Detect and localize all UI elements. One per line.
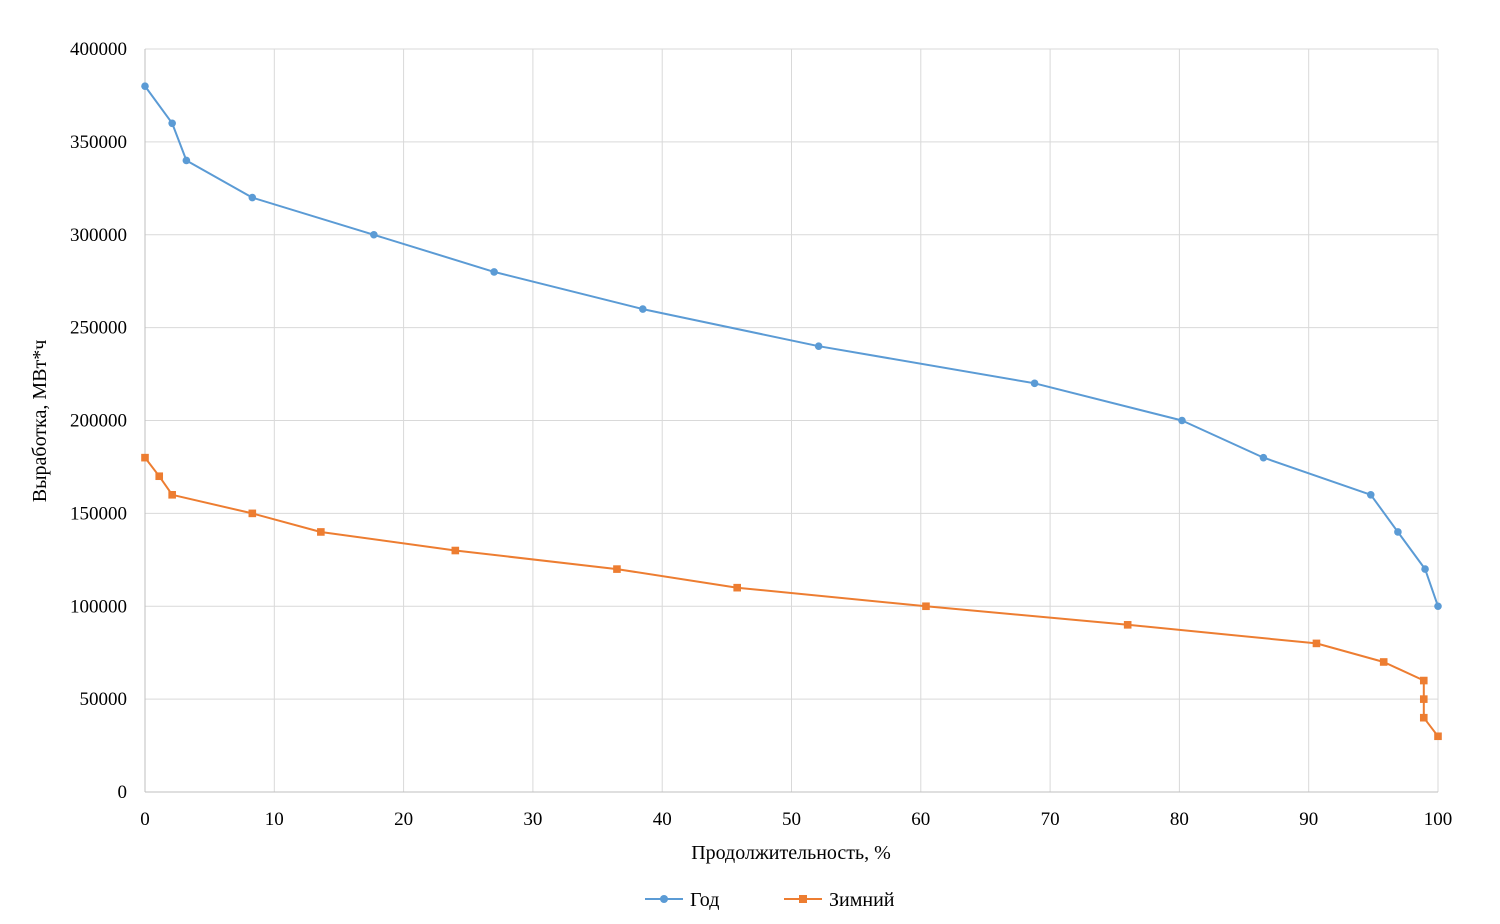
data-point: [317, 528, 325, 536]
x-tick-label: 100: [1424, 809, 1453, 830]
y-tick-label: 200000: [70, 411, 127, 432]
x-tick-label: 0: [140, 809, 150, 830]
x-tick-label: 60: [911, 809, 930, 830]
legend-label: Зимний: [829, 889, 895, 911]
data-point: [1312, 639, 1321, 648]
data-point: [1419, 713, 1428, 722]
x-tick-label: 80: [1170, 809, 1189, 830]
legend: Год Зимний: [645, 889, 895, 911]
data-point: [1366, 491, 1375, 499]
data-point: [922, 602, 930, 611]
data-point: [1123, 621, 1132, 629]
y-axis-title: Выработка, МВт*ч: [29, 340, 51, 503]
y-tick-label: 300000: [70, 225, 127, 246]
data-point: [1421, 565, 1429, 573]
data-point: [168, 491, 176, 499]
data-point: [1379, 658, 1388, 666]
data-point: [1419, 695, 1428, 703]
x-tick-label: 90: [1299, 809, 1318, 830]
legend-marker: [799, 895, 807, 903]
series-1: [141, 82, 1442, 611]
y-tick-label: 250000: [70, 318, 127, 339]
y-tick-label: 400000: [70, 39, 127, 60]
x-axis-title: Продолжительность, %: [691, 842, 891, 864]
data-point: [490, 268, 498, 276]
legend-label: Год: [690, 889, 719, 911]
data-point: [1434, 732, 1442, 741]
data-point: [814, 342, 823, 351]
x-tick-label: 70: [1041, 809, 1060, 830]
gridlines: [144, 48, 1439, 793]
series-2: [141, 453, 1442, 741]
data-point: [248, 193, 257, 202]
y-tick-label: 0: [118, 782, 128, 803]
x-tick-label: 40: [653, 809, 672, 830]
x-tick-label: 50: [782, 809, 801, 830]
legend-item: Зимний: [784, 889, 895, 911]
data-point: [155, 472, 164, 481]
data-point: [1259, 453, 1268, 462]
series-layer: [141, 82, 1442, 741]
data-point: [1030, 379, 1039, 388]
data-point: [1178, 416, 1186, 425]
x-tick-label: 20: [394, 809, 413, 830]
series-line: [144, 456, 1439, 737]
data-point: [1419, 676, 1428, 685]
y-tick-label: 150000: [70, 503, 127, 524]
data-point: [733, 583, 741, 592]
data-point: [182, 156, 191, 165]
x-tick-label: 10: [265, 809, 284, 830]
data-point: [141, 453, 149, 462]
data-point: [1394, 528, 1402, 536]
data-point: [248, 509, 257, 518]
legend-item: Год: [645, 889, 719, 911]
data-point: [639, 305, 647, 313]
y-tick-label: 350000: [70, 132, 127, 153]
legend-marker: [660, 895, 668, 903]
y-tick-label: 50000: [80, 689, 128, 710]
data-point: [370, 230, 378, 239]
x-tick-label: 30: [523, 809, 542, 830]
axes: 0 50000 100000 150000 200000 250000 300000 3500…: [70, 39, 1452, 830]
data-point: [1434, 602, 1442, 611]
data-point: [451, 546, 460, 555]
data-point: [141, 82, 149, 90]
data-point: [613, 565, 621, 573]
y-tick-label: 100000: [70, 596, 127, 617]
data-point: [168, 119, 176, 128]
